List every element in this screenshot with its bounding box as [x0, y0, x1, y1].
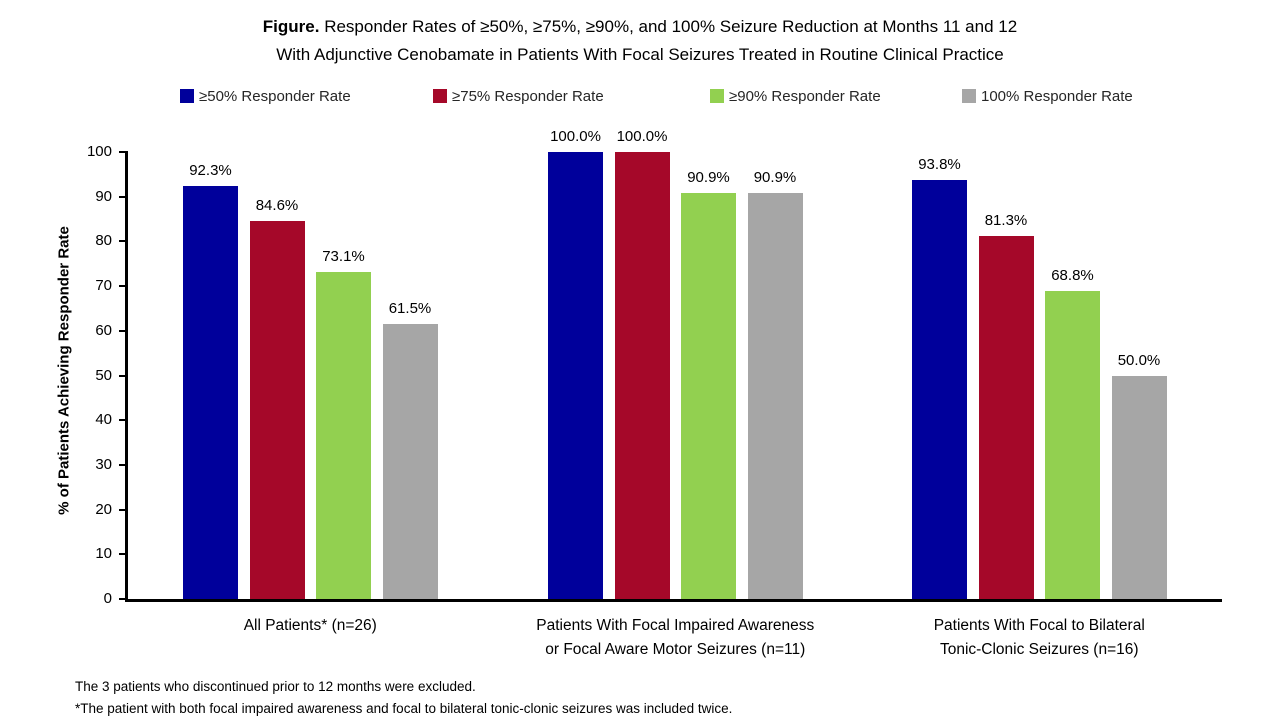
- category-label-line: Tonic-Clonic Seizures (n=16): [939, 641, 1139, 658]
- legend-item: 100% Responder Rate: [962, 86, 1133, 106]
- legend-label: ≥50% Responder Rate: [199, 87, 351, 105]
- bar: [681, 192, 736, 599]
- y-axis-tick: [119, 598, 126, 600]
- bar-value-label: 100.0%: [616, 128, 668, 145]
- y-axis-tick: [119, 508, 126, 511]
- y-axis-tick-label: 30: [95, 455, 112, 473]
- y-axis-tick-label: 90: [95, 187, 112, 205]
- bar: [978, 235, 1034, 599]
- figure-title: Figure. Responder Rates of ≥50%, ≥75%, ≥…: [0, 13, 1280, 69]
- bar-value-label: 68.8%: [1051, 267, 1094, 285]
- y-axis-tick-label: 0: [103, 590, 112, 607]
- footnote-2: *The patient with both focal impaired aw…: [75, 701, 733, 716]
- y-axis-tick-label: 70: [95, 277, 112, 295]
- legend-swatch: [962, 89, 976, 103]
- legend-label: ≥75% Responder Rate: [452, 87, 604, 105]
- category-label: All Patients* (n=26): [95, 614, 525, 638]
- legend-item: ≥90% Responder Rate: [710, 86, 881, 106]
- bar: [316, 272, 371, 599]
- y-axis-tick: [119, 151, 126, 153]
- bar-value-label: 81.3%: [984, 211, 1028, 229]
- bar-value-label: 93.8%: [918, 155, 961, 173]
- legend-item: ≥75% Responder Rate: [433, 86, 604, 106]
- bar: [747, 192, 803, 599]
- category-label: Patients With Focal Impaired Awareness or…: [460, 614, 890, 662]
- bar: [614, 152, 670, 599]
- category-label-line: All Patients* (n=26): [243, 617, 377, 634]
- category-label: Patients With Focal to Bilateral Tonic-Cl…: [824, 614, 1254, 662]
- bar: [1045, 291, 1100, 599]
- bar-value-label: 50.0%: [1117, 351, 1161, 369]
- bar: [1111, 375, 1167, 599]
- x-axis-line: [125, 599, 1222, 602]
- bar-value-label: 73.1%: [322, 248, 365, 266]
- bar-value-label: 90.9%: [753, 168, 797, 186]
- y-axis-tick: [119, 374, 126, 377]
- y-axis-tick: [119, 329, 126, 332]
- y-axis-tick: [119, 285, 126, 288]
- legend-swatch: [710, 89, 724, 103]
- bar-value-label: 84.6%: [255, 196, 299, 214]
- category-label-line: or Focal Aware Motor Seizures (n=11): [545, 641, 806, 658]
- y-axis-tick-label: 60: [95, 321, 112, 339]
- figure-title-line2: With Adjunctive Cenobamate in Patients W…: [276, 45, 1004, 64]
- legend-label: ≥90% Responder Rate: [729, 87, 881, 105]
- legend-label: 100% Responder Rate: [981, 87, 1133, 105]
- y-axis-tick-label: 80: [95, 232, 112, 250]
- category-label-line: Patients With Focal Impaired Awareness: [536, 617, 815, 634]
- bar: [548, 152, 603, 599]
- bar: [249, 220, 305, 599]
- legend-swatch: [433, 89, 447, 103]
- bar-value-label: 92.3%: [189, 162, 232, 180]
- y-axis-tick: [119, 463, 126, 466]
- y-axis-tick-label: 10: [95, 545, 112, 563]
- y-axis-tick-label: 50: [95, 366, 112, 384]
- bar-value-label: 100.0%: [550, 128, 601, 145]
- y-axis-tick: [119, 553, 126, 556]
- y-axis-tick: [119, 240, 126, 243]
- footnotes: The 3 patients who discontinued prior to…: [75, 676, 732, 720]
- y-axis-tick-label: 20: [95, 500, 112, 518]
- figure-title-line1: Figure. Responder Rates of ≥50%, ≥75%, ≥…: [0, 13, 1280, 41]
- y-axis-tick: [119, 195, 126, 198]
- bar: [912, 179, 967, 599]
- legend-swatch: [180, 89, 194, 103]
- legend-item: ≥50% Responder Rate: [180, 86, 351, 106]
- category-label-line: Patients With Focal to Bilateral: [933, 617, 1145, 634]
- figure-title-prefix: Figure.: [262, 17, 320, 36]
- y-axis-line: [125, 151, 128, 601]
- bar-value-label: 90.9%: [687, 168, 730, 186]
- bar-value-label: 61.5%: [388, 300, 432, 318]
- bar: [183, 186, 238, 599]
- bar: [382, 324, 438, 599]
- footnote-1: The 3 patients who discontinued prior to…: [75, 679, 476, 694]
- y-axis-tick: [119, 419, 126, 422]
- y-axis-tick-label: 100: [86, 143, 112, 160]
- y-axis-tick-label: 40: [95, 411, 112, 429]
- figure-title-line1-text: Responder Rates of ≥50%, ≥75%, ≥90%, and…: [319, 17, 1018, 36]
